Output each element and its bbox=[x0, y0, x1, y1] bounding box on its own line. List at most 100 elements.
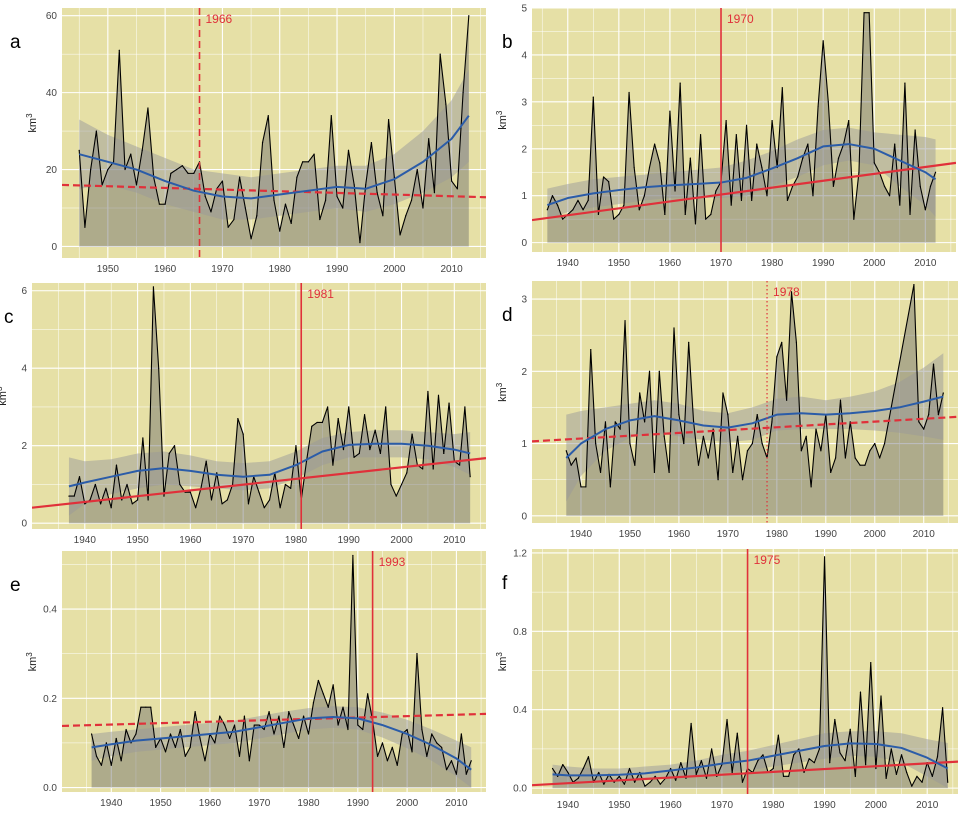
data-point bbox=[669, 110, 671, 112]
data-point bbox=[702, 435, 704, 437]
break-year-label: 1981 bbox=[307, 287, 334, 301]
data-point bbox=[302, 161, 304, 163]
data-point bbox=[618, 775, 620, 777]
data-point bbox=[400, 483, 403, 486]
data-point bbox=[279, 507, 281, 509]
data-point bbox=[603, 783, 605, 785]
x-tick-label: 1990 bbox=[326, 264, 349, 275]
data-point bbox=[623, 783, 625, 785]
data-point bbox=[848, 120, 850, 122]
data-point bbox=[459, 464, 461, 466]
data-point bbox=[327, 706, 329, 708]
data-point bbox=[613, 781, 615, 783]
data-point bbox=[697, 464, 700, 466]
smooth-curve bbox=[68, 442, 471, 488]
data-point bbox=[669, 767, 672, 770]
data-point bbox=[913, 284, 915, 286]
data-point bbox=[590, 349, 592, 351]
data-point bbox=[741, 479, 744, 481]
data-point bbox=[619, 428, 621, 430]
data-point bbox=[390, 483, 392, 486]
data-point bbox=[126, 483, 128, 486]
data-point bbox=[864, 464, 866, 466]
data-point bbox=[807, 143, 809, 145]
plot-body bbox=[32, 286, 486, 524]
data-point bbox=[837, 157, 840, 159]
data-point bbox=[822, 40, 824, 42]
data-point bbox=[295, 445, 297, 447]
trend-line bbox=[32, 457, 486, 509]
data-point bbox=[598, 771, 600, 774]
panel-e: 1993 1940 1950 1960 1970 1980 1990 2000 2010 0.0 0… bbox=[0, 545, 490, 818]
data-point bbox=[288, 711, 290, 713]
data-point bbox=[150, 706, 152, 708]
trend-line bbox=[62, 183, 486, 199]
data-point bbox=[854, 775, 856, 777]
data-point bbox=[873, 162, 875, 164]
data-point bbox=[242, 433, 244, 435]
data-point bbox=[321, 421, 323, 424]
data-point bbox=[880, 695, 882, 697]
data-point bbox=[369, 448, 371, 451]
data-point bbox=[130, 742, 132, 744]
break-year-label: 1975 bbox=[754, 553, 781, 567]
y-tick-label: 2 bbox=[521, 367, 527, 378]
data-point bbox=[914, 129, 916, 131]
y-tick-label: 0.4 bbox=[43, 605, 57, 616]
data-point bbox=[173, 445, 176, 447]
data-point bbox=[679, 82, 681, 84]
y-tick-label: 20 bbox=[46, 165, 58, 176]
data-point bbox=[781, 341, 783, 344]
data-point bbox=[644, 785, 646, 787]
y-tick-label: 3 bbox=[521, 97, 527, 108]
data-point bbox=[707, 457, 709, 459]
data-point bbox=[140, 706, 142, 708]
data-point bbox=[385, 406, 387, 408]
data-point bbox=[813, 762, 815, 764]
data-point bbox=[700, 760, 702, 762]
data-point bbox=[722, 392, 724, 394]
gridlines bbox=[62, 551, 486, 792]
data-point bbox=[839, 752, 841, 754]
data-point bbox=[376, 192, 378, 194]
x-tick-label: 2010 bbox=[440, 264, 463, 275]
data-point bbox=[575, 457, 577, 459]
data-point bbox=[445, 769, 448, 771]
data-point bbox=[204, 195, 206, 198]
y-tick-label: 0.0 bbox=[43, 783, 57, 794]
data-point bbox=[199, 737, 201, 740]
x-tick-label: 1940 bbox=[557, 800, 580, 811]
data-point bbox=[221, 180, 224, 182]
panel-letter: f bbox=[502, 573, 508, 594]
trend-line bbox=[532, 415, 958, 443]
y-tick-label: 2 bbox=[21, 441, 27, 452]
panel-a: 1966 1950 1960 1970 1980 1990 2000 2010 0 20 40 60 k… bbox=[0, 0, 490, 275]
data-point bbox=[644, 421, 646, 423]
data-point bbox=[405, 215, 407, 217]
data-point bbox=[595, 442, 597, 445]
data-point bbox=[587, 199, 589, 201]
data-point bbox=[298, 737, 300, 740]
trend-line bbox=[532, 161, 956, 222]
data-point bbox=[805, 435, 807, 437]
data-point bbox=[904, 82, 906, 84]
data-point bbox=[643, 195, 645, 197]
data-point bbox=[406, 472, 408, 474]
smooth-confidence-band bbox=[91, 706, 472, 788]
data-point bbox=[367, 693, 369, 695]
data-point bbox=[909, 213, 911, 216]
data-point bbox=[942, 707, 944, 709]
x-tick-label: 2000 bbox=[390, 535, 413, 546]
data-point bbox=[788, 775, 790, 777]
data-point bbox=[705, 777, 708, 779]
data-points bbox=[565, 284, 944, 488]
data-point bbox=[110, 507, 112, 509]
data-point bbox=[781, 87, 783, 89]
data-point bbox=[894, 143, 896, 145]
x-tick-label: 1950 bbox=[608, 800, 631, 811]
y-tick-label: 0.2 bbox=[43, 694, 57, 705]
data-point bbox=[830, 471, 832, 474]
data-point bbox=[766, 195, 768, 197]
x-tick-label: 1940 bbox=[74, 535, 97, 546]
data-points bbox=[90, 554, 472, 775]
